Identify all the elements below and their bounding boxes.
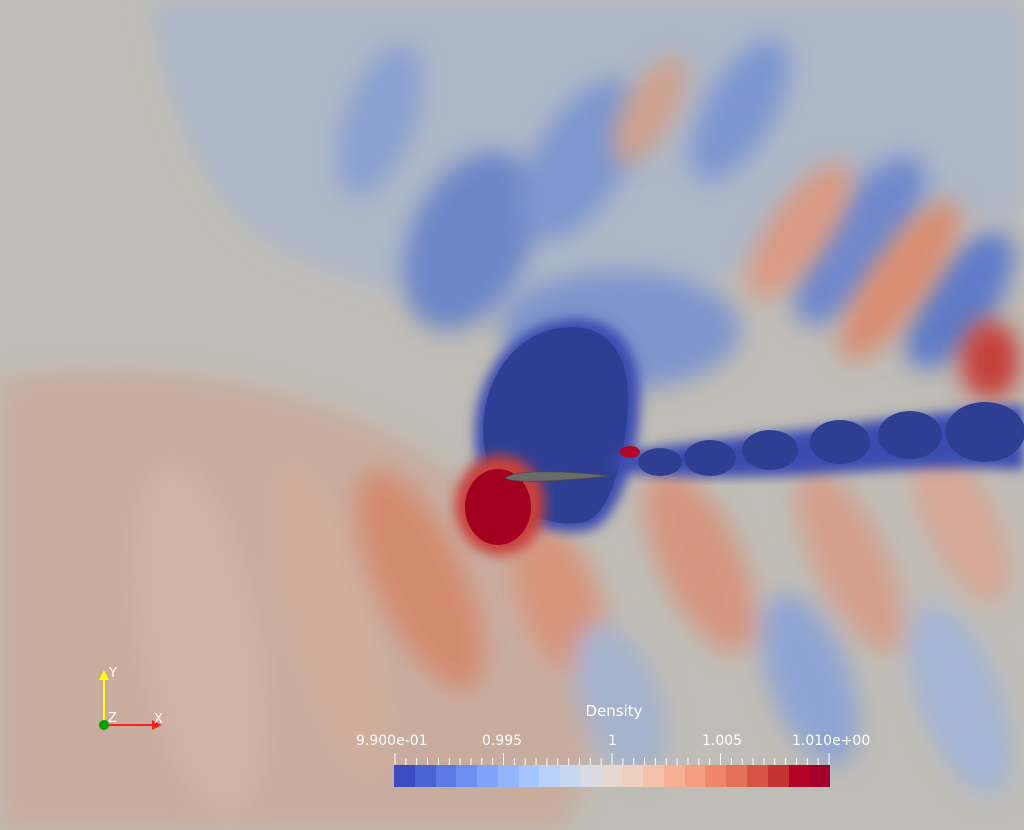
y-axis-label: Y <box>109 666 117 681</box>
colorbar-tick-label: 1 <box>608 733 617 749</box>
x-axis-arrowhead <box>152 720 162 730</box>
colorbar-segment <box>705 765 727 787</box>
lower-high-density-bands <box>0 370 1011 830</box>
colorbar-segment <box>663 765 685 787</box>
colorbar-segment <box>477 765 498 787</box>
trailing-edge-spot <box>620 446 640 458</box>
colorbar-segment <box>726 765 748 787</box>
colorbar-segment <box>497 765 519 787</box>
colorbar-segment <box>539 765 561 787</box>
colorbar-segment <box>809 765 831 787</box>
colorbar-segment <box>580 765 602 787</box>
y-axis-arrowhead <box>99 670 109 680</box>
colorbar-segment <box>518 765 540 787</box>
colorbar-segment <box>456 765 478 787</box>
colorbar-segment <box>643 765 664 787</box>
z-axis-dot <box>99 720 109 730</box>
colorbar-tick-label: 9.900e-01 <box>356 733 428 749</box>
x-axis-label: X <box>154 712 163 727</box>
colorbar-gradient <box>394 765 831 787</box>
colorbar-title: Density <box>585 702 643 720</box>
colorbar-segment <box>435 765 457 787</box>
colorbar-segment <box>788 765 810 787</box>
wake-vortex-street <box>615 402 1024 477</box>
colorbar-segment <box>560 765 581 787</box>
orientation-axes-widget <box>99 670 162 730</box>
colorbar-segment <box>622 765 644 787</box>
colorbar-tick-label: 1.010e+00 <box>792 733 871 749</box>
colorbar-segment <box>394 765 415 787</box>
colorbar-tick-label: 0.995 <box>482 733 523 749</box>
colorbar-segment <box>767 765 789 787</box>
colorbar-tick-label: 1.005 <box>702 733 743 749</box>
colorbar-segment <box>747 765 768 787</box>
colorbar-segment <box>684 765 706 787</box>
stagnation-high-density-core <box>465 469 531 545</box>
colorbar-tick-marks <box>394 753 830 765</box>
colorbar-segment <box>601 765 623 787</box>
airfoil-shape <box>504 471 611 482</box>
z-axis-label: Z <box>108 711 117 726</box>
colorbar-segment <box>414 765 436 787</box>
upper-high-density-bands <box>613 56 1020 400</box>
